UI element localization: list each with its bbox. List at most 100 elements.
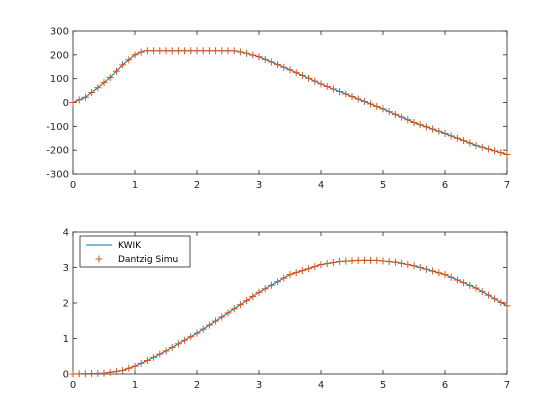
top-marker: [336, 87, 344, 95]
legend-box: [79, 235, 191, 268]
legend-label-dantzig: Dantzig Simu: [118, 255, 178, 265]
bottom-marker: [398, 259, 406, 267]
bottom-marker: [453, 276, 461, 284]
top-marker: [460, 137, 468, 145]
bottom-marker: [410, 262, 418, 270]
top-x-tick-label: 2: [194, 180, 200, 191]
top-marker: [187, 47, 195, 55]
top-x-tick-label: 1: [132, 180, 138, 191]
bottom-marker: [360, 256, 368, 264]
bottom-marker: [174, 340, 182, 348]
legend-marker-swatch: [95, 255, 103, 263]
top-marker: [447, 132, 455, 140]
bottom-marker: [94, 369, 102, 377]
bottom-marker: [156, 350, 164, 358]
bottom-marker: [348, 257, 356, 265]
top-marker: [478, 143, 486, 151]
top-marker: [360, 97, 368, 105]
top-marker: [410, 119, 418, 127]
top-marker: [236, 48, 244, 56]
bottom-marker: [391, 258, 399, 266]
bottom-marker: [429, 267, 437, 275]
bottom-marker: [286, 271, 294, 279]
bottom-marker: [460, 279, 468, 287]
bottom-marker: [119, 366, 127, 374]
bottom-marker: [373, 256, 381, 264]
bottom-subplot: 0 1 2 3 4 5 6 7 0 1 2 3 4 KWIK Dantzig Simu: [63, 228, 511, 391]
bottom-marker: [137, 359, 145, 367]
top-y-tick-label: -100: [46, 122, 69, 133]
bottom-marker: [131, 362, 139, 370]
bottom-y-tick-label: 3: [63, 263, 69, 274]
bottom-x-tick-label: 0: [70, 380, 76, 391]
bottom-marker: [162, 347, 170, 355]
top-marker: [329, 85, 337, 93]
top-marker: [224, 47, 232, 55]
top-y-tick-label: 0: [63, 98, 69, 109]
bottom-x-tick-label: 1: [132, 380, 138, 391]
top-marker: [181, 47, 189, 55]
bottom-marker: [280, 274, 288, 282]
top-marker: [280, 63, 288, 71]
bottom-x-tick-label: 3: [256, 380, 262, 391]
top-marker: [466, 139, 474, 147]
bottom-marker: [106, 368, 114, 376]
top-marker: [348, 93, 356, 101]
top-y-tick-label: -200: [46, 146, 69, 157]
bottom-marker: [212, 317, 220, 325]
top-marker: [230, 47, 238, 55]
legend-label-kwik: KWIK: [118, 241, 142, 251]
top-y-tick-label: -300: [46, 170, 69, 181]
top-series-markers: [69, 47, 511, 158]
bottom-marker: [336, 257, 344, 265]
bottom-marker: [75, 370, 83, 378]
top-marker: [441, 129, 449, 137]
top-y-tick-label: 300: [50, 27, 69, 38]
top-x-tick-label: 7: [504, 180, 510, 191]
top-marker: [243, 49, 251, 57]
top-marker: [100, 79, 108, 87]
bottom-marker: [478, 288, 486, 296]
top-marker: [298, 71, 306, 79]
top-marker: [342, 90, 350, 98]
bottom-marker: [236, 301, 244, 309]
top-marker: [112, 67, 120, 75]
top-marker: [137, 48, 145, 56]
top-marker: [88, 88, 96, 96]
bottom-marker: [466, 281, 474, 289]
top-marker: [404, 116, 412, 124]
bottom-x-tick-label: 7: [504, 380, 510, 391]
bottom-x-tick-label: 4: [318, 380, 324, 391]
top-marker: [212, 47, 220, 55]
top-marker: [131, 51, 139, 59]
bottom-marker: [491, 295, 499, 303]
bottom-marker: [435, 269, 443, 277]
bottom-marker: [143, 357, 151, 365]
top-marker: [255, 53, 263, 61]
top-axes-box: [72, 30, 508, 175]
bottom-marker: [224, 309, 232, 317]
bottom-marker: [311, 263, 319, 271]
top-marker: [199, 47, 207, 55]
bottom-marker: [243, 297, 251, 305]
bottom-y-tick-label: 1: [63, 334, 69, 345]
top-marker: [491, 147, 499, 155]
top-marker: [484, 145, 492, 153]
top-y-tick-label: 200: [50, 50, 69, 61]
top-marker: [174, 47, 182, 55]
top-marker: [416, 121, 424, 129]
top-marker: [472, 141, 480, 149]
bottom-x-tick-label: 5: [380, 380, 386, 391]
top-marker: [162, 47, 170, 55]
bottom-marker: [354, 256, 362, 264]
top-marker: [261, 55, 269, 63]
bottom-marker: [230, 305, 238, 313]
bottom-marker: [404, 261, 412, 269]
bottom-marker: [323, 260, 331, 268]
top-x-tick-label: 4: [318, 180, 324, 191]
top-y-ticks: -300 -200 -100 0 100 200 300: [46, 27, 507, 181]
bottom-marker: [329, 259, 337, 267]
top-marker: [373, 102, 381, 110]
top-marker: [385, 108, 393, 116]
top-marker: [168, 47, 176, 55]
